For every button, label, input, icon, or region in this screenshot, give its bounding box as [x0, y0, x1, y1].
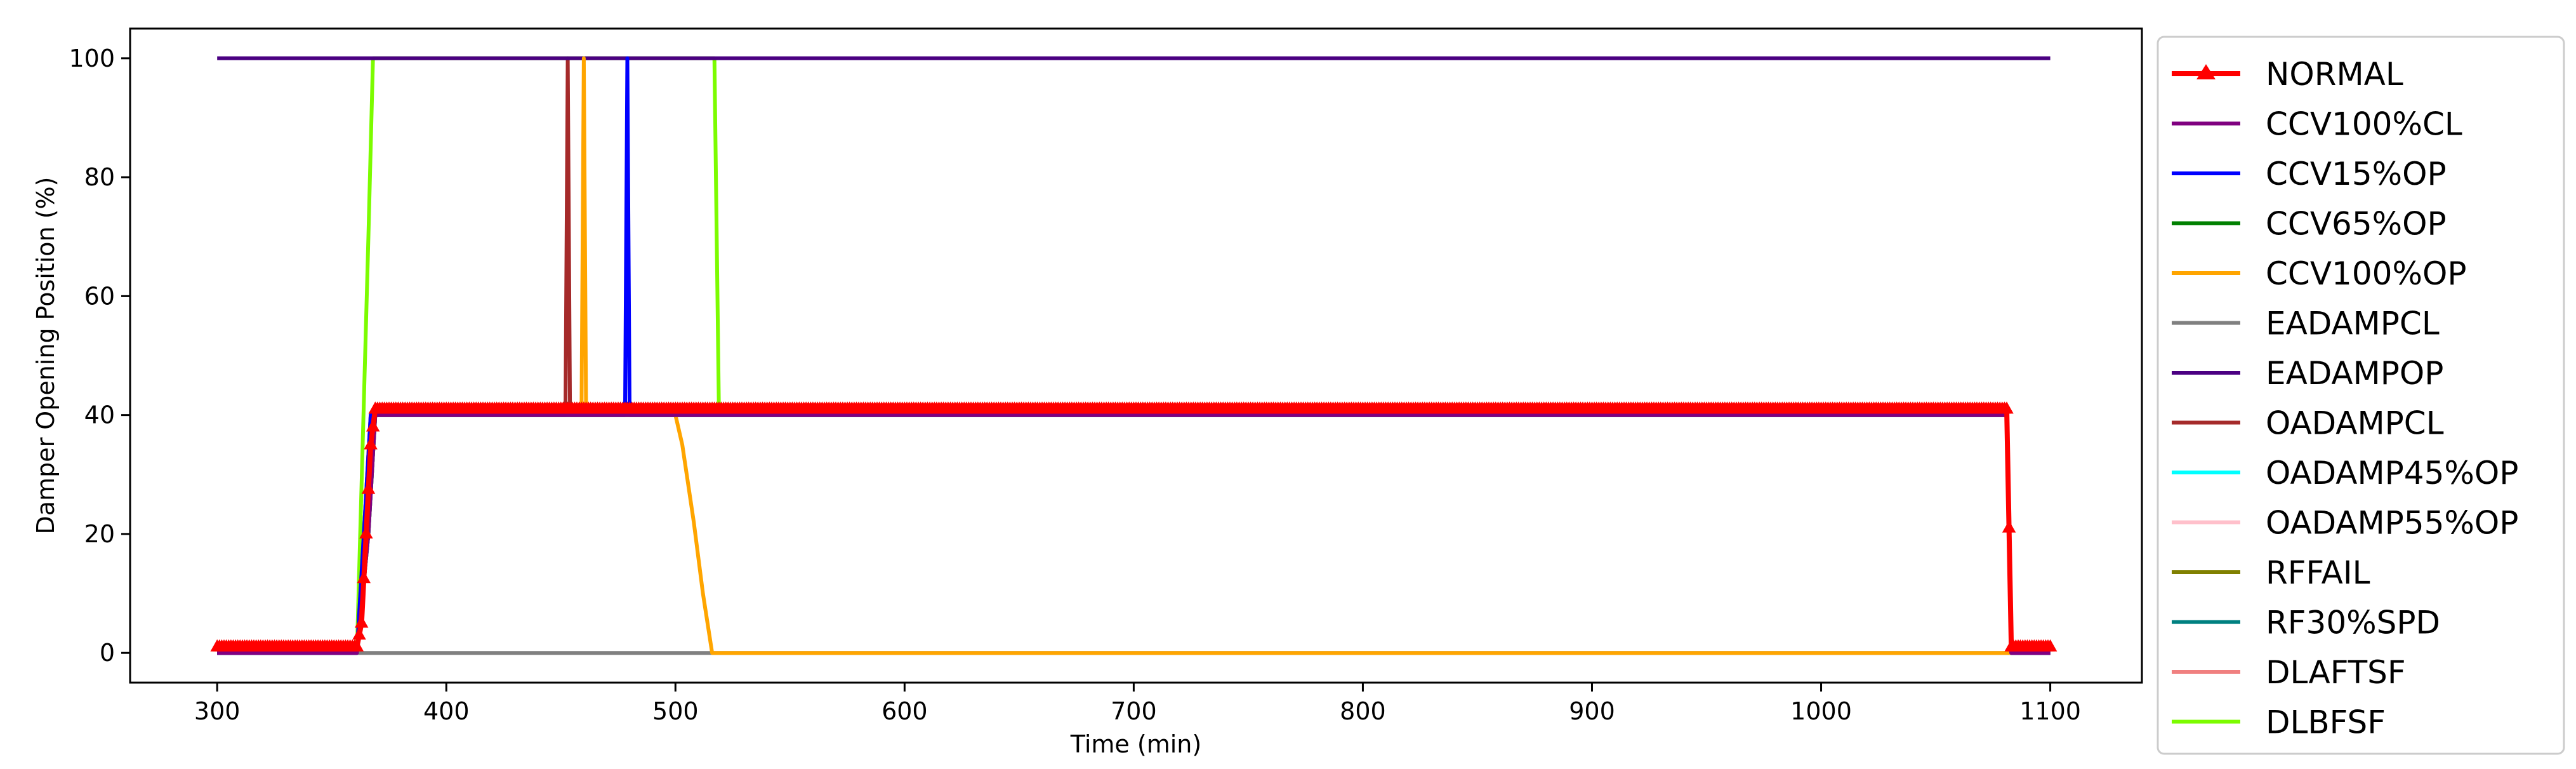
plot-area	[210, 56, 2057, 655]
legend-label: DLAFTSF	[2266, 654, 2406, 691]
legend-item-dlaftsf: DLAFTSF	[2172, 654, 2406, 691]
legend-frame	[2157, 36, 2565, 755]
legend-item-normal: NORMAL	[2172, 56, 2403, 93]
legend-item-eadampop: EADAMPOP	[2172, 355, 2443, 392]
series-marker	[2043, 639, 2057, 652]
series-marker	[350, 639, 364, 652]
series-marker	[2002, 520, 2016, 533]
legend-item-ccv65pctop: CCV65%OP	[2172, 206, 2447, 243]
series-marker	[352, 627, 366, 640]
series-line-oadamp55pctop	[217, 413, 2051, 655]
legend: NORMAL CCV100%CL CCV15%OP CCV65%OP CCV100%OP…	[2157, 36, 2565, 755]
series-marker	[2000, 401, 2014, 414]
y-tick-label: 80	[84, 163, 115, 191]
legend-label: CCV100%CL	[2266, 106, 2462, 143]
series-marker	[364, 437, 378, 450]
plot-frame	[129, 27, 2143, 684]
x-tick-label: 600	[882, 697, 928, 725]
series-line-dlaftsf	[217, 413, 2051, 655]
x-tick-label: 1100	[2019, 697, 2081, 725]
legend-item-eadampcl: EADAMPCL	[2172, 305, 2440, 342]
series-line-normal	[217, 406, 2051, 650]
legend-label: CCV100%OP	[2266, 255, 2466, 292]
series-group	[210, 56, 2057, 655]
legend-marker	[2196, 64, 2216, 79]
x-tick-label: 800	[1340, 697, 1386, 725]
y-tick-label: 100	[69, 44, 115, 72]
legend-label: CCV65%OP	[2266, 206, 2447, 243]
legend-item-dlbfsf: DLBFSF	[2172, 704, 2386, 741]
series-marker	[357, 571, 371, 584]
legend-item-ccv15pctop: CCV15%OP	[2172, 156, 2447, 192]
legend-label: OADAMPCL	[2266, 405, 2444, 442]
legend-item-rffail: RFFAIL	[2172, 554, 2370, 591]
legend-item-rf30pctspd: RF30%SPD	[2172, 605, 2440, 641]
y-tick-label: 60	[84, 282, 115, 310]
axes: 300 400 500 600 700 800 900 1000 1100 0 20 40 60 80 10…	[32, 27, 2143, 758]
legend-item-ccv100pctcl: CCV100%CL	[2172, 106, 2462, 143]
legend-label: EADAMPOP	[2266, 355, 2443, 392]
x-axis-label: Time (min)	[1070, 730, 1201, 758]
series-line-ccv100pctcl	[217, 413, 2051, 655]
series-line-ccv100pctop	[217, 56, 2051, 655]
series-line-ccv65pctop	[217, 413, 2051, 655]
series-line-rffail	[217, 413, 2051, 655]
y-tick-label: 40	[84, 401, 115, 429]
legend-label: RFFAIL	[2266, 554, 2370, 591]
series-line-rf30pctspd	[217, 413, 2051, 655]
x-tick-label: 1000	[1790, 697, 1852, 725]
series-marker	[366, 419, 380, 432]
legend-item-ccv100pctop: CCV100%OP	[2172, 255, 2466, 292]
legend-label: EADAMPCL	[2266, 305, 2440, 342]
y-axis-label: Damper Opening Position (%)	[32, 177, 60, 535]
x-tick-label: 500	[652, 697, 699, 725]
legend-label: OADAMP45%OP	[2266, 455, 2518, 491]
series-marker	[359, 526, 373, 538]
legend-label: RF30%SPD	[2266, 605, 2440, 641]
x-tick-label: 700	[1111, 697, 1157, 725]
legend-item-oadamp55pctop: OADAMP55%OP	[2172, 505, 2518, 542]
series-marker	[361, 481, 376, 494]
legend-label: OADAMP55%OP	[2266, 505, 2518, 542]
legend-label: CCV15%OP	[2266, 156, 2447, 192]
legend-item-oadampcl: OADAMPCL	[2172, 405, 2444, 442]
x-tick-label: 300	[194, 697, 241, 725]
legend-item-oadamp45pctop: OADAMP45%OP	[2172, 455, 2518, 491]
series-line-dlbfsf	[217, 56, 2051, 655]
series-line-oadampcl	[217, 56, 2051, 655]
legend-label: DLBFSF	[2266, 704, 2386, 741]
series-marker	[354, 615, 369, 628]
y-tick-label: 20	[84, 520, 115, 548]
series-line-oadamp45pctop	[217, 413, 2051, 655]
x-tick-label: 400	[423, 697, 470, 725]
legend-label: NORMAL	[2266, 56, 2403, 93]
series-markers-normal	[210, 401, 2057, 652]
x-tick-label: 900	[1569, 697, 1615, 725]
y-tick-label: 0	[100, 639, 115, 667]
series-line-ccv15pctop	[217, 56, 2051, 655]
